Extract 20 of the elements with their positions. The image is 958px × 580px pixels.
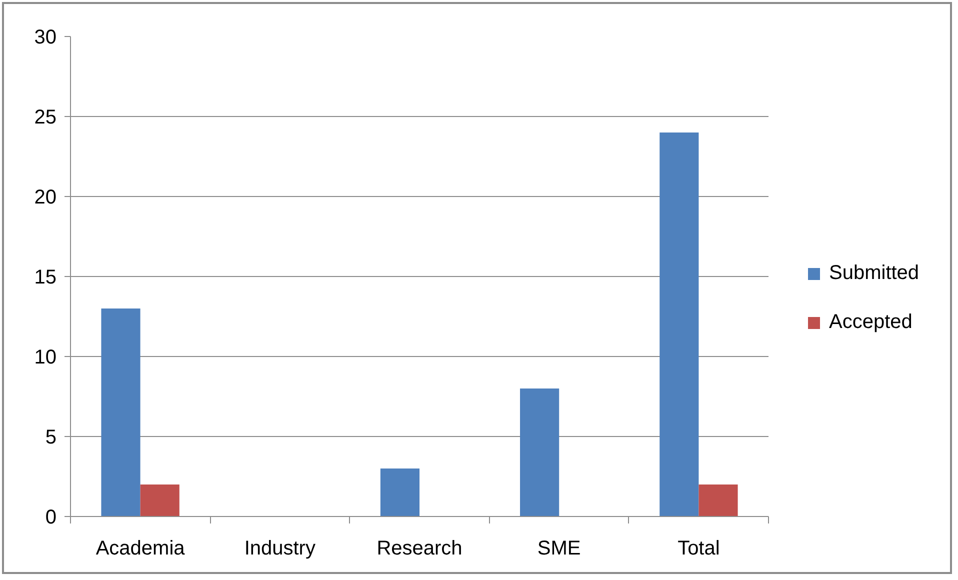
y-tick-label: 5 <box>45 426 56 448</box>
y-tick-label: 0 <box>45 506 56 528</box>
bar <box>380 468 420 516</box>
x-tick-label: SME <box>537 538 581 560</box>
bar <box>698 484 738 516</box>
bar <box>520 388 560 516</box>
bar <box>101 308 140 516</box>
bar <box>140 484 180 516</box>
legend-label: Submitted <box>829 262 920 285</box>
y-tick-label: 25 <box>34 106 57 128</box>
x-tick-label: Industry <box>244 538 316 560</box>
y-tick-label: 15 <box>34 266 57 288</box>
y-tick-label: 30 <box>34 26 57 48</box>
y-tick-label: 20 <box>34 186 57 208</box>
x-tick-label: Total <box>678 538 720 560</box>
x-tick-label: Research <box>376 538 462 560</box>
bar <box>660 132 699 516</box>
x-tick-label: Academia <box>96 538 186 560</box>
y-tick-label: 10 <box>34 346 57 368</box>
legend-label: Accepted <box>829 311 912 334</box>
